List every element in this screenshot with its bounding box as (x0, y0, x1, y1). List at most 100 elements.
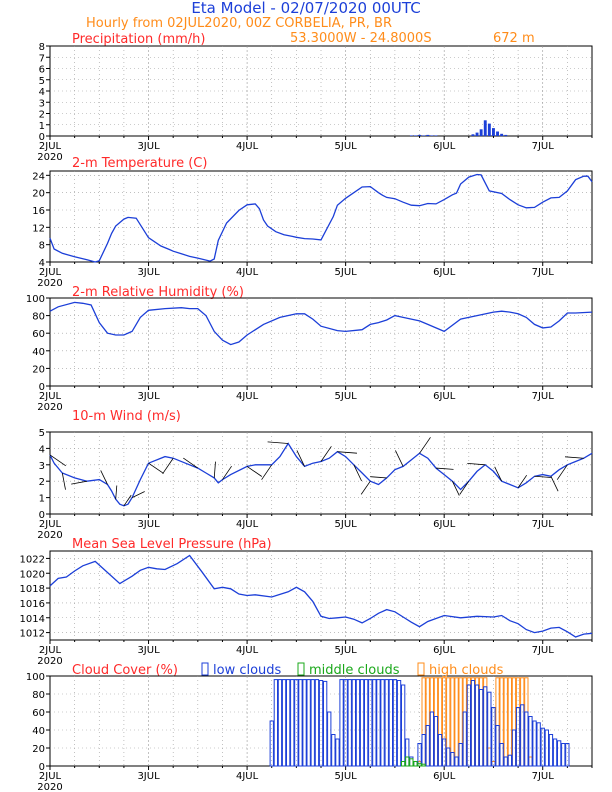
low-cloud-bar (515, 707, 521, 767)
y-tick-label-cloud: 60 (32, 708, 45, 719)
precip-bar (479, 129, 483, 137)
low-cloud-bar (561, 743, 566, 767)
x-tick-label-rh: 5JUL (335, 391, 358, 402)
x-tick-label-cloud: 3JUL (137, 771, 160, 782)
low-cloud-bar (552, 738, 558, 767)
panel-title-mslp: Mean Sea Level Pressure (hPa) (72, 537, 272, 552)
low-cloud-bar (557, 740, 562, 767)
y-tick-label-precip: 0 (39, 132, 45, 143)
middle-cloud-bar (417, 762, 422, 767)
x-year-label-mslp: 2020 (37, 656, 62, 667)
header-title: Eta Model - 02/07/2020 00UTC (191, 0, 420, 17)
precip-bar (471, 134, 475, 136)
low-cloud-bar (376, 679, 381, 767)
y-tick-label-cloud: 40 (32, 726, 45, 737)
low-cloud-bar (433, 716, 439, 767)
panel-title-temp: 2-m Temperature (C) (72, 156, 207, 171)
panel-title-precip: Precipitation (mm/h) (72, 32, 205, 47)
wind-arrow (452, 481, 460, 496)
low-cloud-bar (273, 679, 279, 767)
precip-bar (430, 135, 434, 136)
low-cloud-bar (491, 707, 496, 767)
wind-arrow (360, 480, 371, 495)
y-tick-label-rh: 60 (32, 329, 45, 340)
wind-arrow (115, 485, 118, 500)
y-tick-label-wind: 3 (39, 461, 45, 472)
x-tick-label-precip: 5JUL (335, 141, 358, 152)
y-tick-label-cloud: 100 (26, 672, 45, 683)
wind-arrow (148, 462, 164, 474)
low-cloud-bar (318, 680, 324, 767)
low-cloud-bar (499, 743, 504, 767)
low-cloud-bar (511, 729, 517, 767)
precip-bar (414, 135, 417, 136)
low-cloud-bar (520, 704, 525, 767)
x-tick-label-precip: 2JUL (39, 141, 62, 152)
low-cloud-bar (281, 679, 287, 767)
low-cloud-bar (355, 679, 361, 767)
low-cloud-bar (323, 680, 328, 767)
x-tick-label-wind: 7JUL (532, 519, 555, 530)
x-tick-label-cloud: 5JUL (335, 771, 358, 782)
low-cloud-bar (388, 679, 394, 767)
y-tick-label-precip: 5 (39, 76, 45, 87)
y-tick-label-wind: 2 (39, 477, 45, 488)
high-cloud-bar (454, 677, 459, 767)
x-year-label-rh: 2020 (37, 402, 62, 413)
wind-arrow (467, 463, 486, 466)
legend-label: middle clouds (309, 663, 400, 678)
x-year-label-precip: 2020 (37, 152, 62, 163)
wind-arrow (395, 450, 404, 467)
low-cloud-bar (565, 743, 570, 767)
wind-arrow (267, 441, 289, 444)
middle-cloud-bar (401, 761, 406, 767)
x-year-label-wind: 2020 (37, 530, 62, 541)
panel-temp: 2-m Temperature (C) 4 8 12 16 20 24 2JUL 3JUL 4JU… (32, 156, 593, 289)
wind-arrow (222, 465, 232, 480)
middle-cloud-bar (409, 758, 414, 767)
legend-swatch (297, 662, 305, 676)
precip-bar (492, 128, 495, 136)
x-tick-label-rh: 4JUL (236, 391, 259, 402)
wind-arrow (494, 466, 503, 482)
low-cloud-bar (384, 679, 389, 767)
y-tick-label-wind: 4 (39, 444, 45, 455)
precip-bar (483, 120, 487, 137)
y-tick-label-precip: 1 (39, 121, 45, 132)
series-line-wind (49, 442, 593, 507)
low-cloud-bar (302, 679, 307, 767)
x-tick-label-rh: 3JUL (137, 391, 160, 402)
y-tick-label-cloud: 20 (32, 744, 45, 755)
series-line-rh (49, 301, 593, 346)
wind-arrow (556, 464, 568, 480)
low-cloud-bar (327, 711, 332, 767)
low-cloud-bar (425, 725, 430, 767)
legend-label: high clouds (429, 663, 504, 678)
x-tick-label-mslp: 5JUL (335, 645, 358, 656)
legend-label: low clouds (213, 663, 282, 678)
middle-cloud-bar (405, 756, 410, 767)
y-tick-label-mslp: 1012 (20, 629, 45, 640)
low-cloud-bar (437, 734, 443, 767)
y-tick-label-precip: 2 (39, 110, 45, 121)
precip-bar (500, 133, 504, 137)
x-tick-label-mslp: 6JUL (433, 645, 456, 656)
wind-arrow (435, 467, 454, 470)
x-tick-label-temp: 5JUL (335, 267, 358, 278)
x-tick-label-wind: 3JUL (137, 519, 160, 530)
panel-title-rh: 2-m Relative Humidity (%) (72, 285, 244, 300)
y-tick-label-temp: 16 (32, 206, 45, 217)
wind-arrow (296, 450, 305, 467)
low-cloud-bar (396, 680, 402, 767)
x-tick-label-temp: 3JUL (137, 267, 160, 278)
wind-arrow (517, 474, 528, 488)
wind-arrow (246, 466, 263, 477)
precip-bar (504, 134, 508, 136)
precip-bar (487, 123, 491, 136)
legend-swatch (417, 662, 425, 676)
wind-arrow (61, 472, 66, 490)
precip-bar (434, 135, 438, 136)
low-cloud-bar (401, 684, 406, 767)
y-tick-label-precip: 4 (39, 87, 45, 98)
x-tick-label-precip: 4JUL (236, 141, 259, 152)
